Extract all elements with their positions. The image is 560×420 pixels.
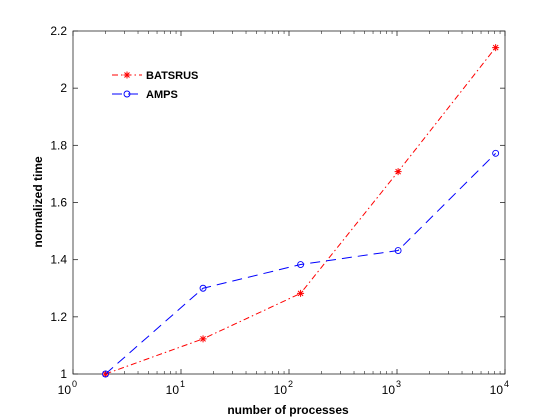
x-tick-label-exponent: 3 [396,379,401,389]
y-tick-label: 1.2 [50,310,67,324]
series-line [105,152,496,375]
data-point [492,149,500,157]
y-tick-label: 1.8 [50,138,67,152]
x-tick-label: 10 4 [490,379,509,397]
plot-area: 11.21.41.61.822.210 0 10 1 10 2 10 3 10 4 [50,24,509,397]
legend-label: AMPS [146,89,178,101]
y-tick-label: 2.2 [50,24,67,38]
legend-item: AMPS [112,89,178,101]
data-point [297,289,305,297]
legend: BATSRUS AMPS [112,70,198,101]
x-tick-label-base: 10 [166,383,180,397]
y-tick-label: 1.6 [50,196,67,210]
x-tick-label-exponent: 0 [72,379,77,389]
data-point [297,261,305,268]
data-point [492,44,500,52]
legend-item: BATSRUS [112,70,198,82]
x-tick-label-exponent: 2 [288,379,293,389]
x-tick-label: 10 3 [382,379,401,397]
x-tick-label-exponent: 1 [180,379,185,389]
data-point [102,370,109,378]
legend-label: BATSRUS [146,70,198,82]
x-tick-label: 10 2 [274,379,293,397]
y-tick-label: 1.4 [50,253,67,267]
data-point [199,284,207,292]
x-tick-label-base: 10 [382,383,396,397]
y-axis-label: normalized time [31,156,45,248]
x-tick-label-base: 10 [490,383,504,397]
y-tick-label: 2 [60,81,67,95]
series-amps [102,149,500,378]
legend-marker [123,71,131,79]
data-point [394,247,402,254]
y-tick-label: 1 [60,367,67,381]
x-axis-label: number of processes [227,403,349,417]
axes-box [72,30,506,375]
data-point [394,168,402,176]
x-tick-label: 10 0 [58,379,77,397]
data-point [199,335,207,343]
x-tick-label-exponent: 4 [504,379,509,389]
data-point [102,370,110,378]
x-tick-label: 10 1 [166,379,185,397]
x-tick-label-base: 10 [274,383,288,397]
series-batsrus [102,44,500,378]
x-tick-label-base: 10 [58,383,72,397]
legend-marker [123,90,131,98]
series-line [105,47,497,375]
